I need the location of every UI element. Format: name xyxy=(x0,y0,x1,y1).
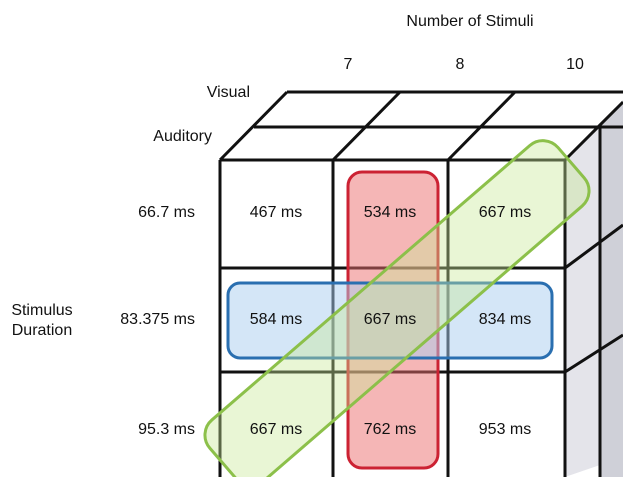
cell-value: 584 ms xyxy=(250,311,302,328)
axis-label: Duration xyxy=(12,322,72,339)
cell-value: 667 ms xyxy=(364,311,416,328)
cell-value: 953 ms xyxy=(479,421,531,438)
column-label: 7 xyxy=(344,56,353,73)
cell-value: 467 ms xyxy=(250,204,302,221)
row-label: 66.7 ms xyxy=(138,204,195,221)
layer-label: Auditory xyxy=(153,128,212,145)
diagonal-highlight xyxy=(203,139,591,477)
cell-value: 834 ms xyxy=(479,311,531,328)
cell-value: 667 ms xyxy=(479,204,531,221)
column-label: 10 xyxy=(566,56,584,73)
cell-value: 534 ms xyxy=(364,204,416,221)
row-label: 95.3 ms xyxy=(138,421,195,438)
cell-value: 667 ms xyxy=(250,421,302,438)
cell-value: 762 ms xyxy=(364,421,416,438)
side-face xyxy=(600,100,623,477)
title: Number of Stimuli xyxy=(406,13,533,30)
column-label: 8 xyxy=(456,56,465,73)
layer-label: Visual xyxy=(207,84,250,101)
row-label: 83.375 ms xyxy=(120,311,195,328)
axis-label: Stimulus xyxy=(11,302,72,319)
